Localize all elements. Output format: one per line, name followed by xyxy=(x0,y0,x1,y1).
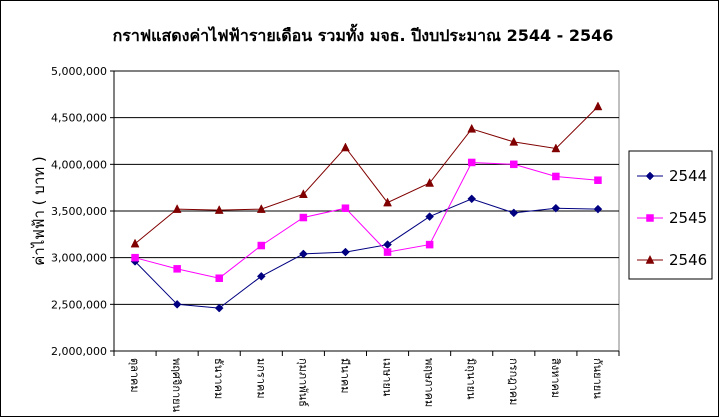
data-point-2545 xyxy=(425,240,434,249)
x-tick-label: เมษายน xyxy=(381,358,394,397)
y-tick-label: 3,500,000 xyxy=(51,205,107,218)
data-point-2546 xyxy=(214,205,224,214)
legend-marker xyxy=(645,171,655,181)
x-tick-label: กันยายน xyxy=(591,358,604,399)
data-point-2545 xyxy=(257,241,266,250)
data-point-2546 xyxy=(256,204,266,213)
x-tick-label: มกราคม xyxy=(254,358,267,399)
data-point-2545 xyxy=(552,172,560,181)
x-tick-label: มิถุนายน xyxy=(465,358,478,400)
x-tick-label: ธันวาคม xyxy=(212,358,225,399)
data-point-2546 xyxy=(172,204,182,213)
data-point-2546 xyxy=(467,123,477,133)
data-point-2545 xyxy=(594,176,602,184)
data-point-2546 xyxy=(593,101,603,111)
legend-label: 2544 xyxy=(669,167,707,185)
x-tick-label: สิงหาคม xyxy=(549,358,562,398)
x-tick-label: กุมภาพันธ์ xyxy=(296,358,309,407)
series-line-2544 xyxy=(134,198,599,309)
y-tick-label: 4,000,000 xyxy=(51,158,107,171)
x-tick-label: ตุลาคม xyxy=(128,358,141,393)
data-point-2544 xyxy=(425,212,434,221)
data-point-2545 xyxy=(341,204,350,212)
series-line-2545 xyxy=(134,161,599,279)
data-point-2545 xyxy=(173,265,181,273)
x-tick-label: พฤษภาคม xyxy=(423,358,436,407)
data-point-2545 xyxy=(131,253,139,262)
data-point-2544 xyxy=(467,194,477,204)
data-point-2546 xyxy=(298,189,308,198)
data-point-2544 xyxy=(172,299,182,309)
y-tick-label: 2,500,000 xyxy=(51,298,107,311)
legend: 2544 2545 2546 xyxy=(628,150,713,280)
data-point-2544 xyxy=(341,247,350,257)
data-point-2544 xyxy=(214,303,224,313)
y-axis-label: ค่าไฟฟ้า ( บาท ) xyxy=(30,156,48,266)
x-tick-label: มีนาคม xyxy=(338,358,351,394)
data-point-2544 xyxy=(256,271,266,281)
series-line-2546 xyxy=(134,106,599,245)
data-point-2546 xyxy=(341,142,350,152)
plot-area: 2,000,000 2,500,000 3,000,000 3,500,000 4,00… xyxy=(51,65,620,413)
y-tick-label: 4,500,000 xyxy=(51,112,107,125)
data-point-2544 xyxy=(299,249,308,259)
data-point-2546 xyxy=(383,197,392,207)
legend-box xyxy=(628,150,713,280)
data-point-2545 xyxy=(510,160,518,169)
y-tick-label: 3,000,000 xyxy=(51,252,107,265)
data-point-2544 xyxy=(551,203,561,213)
legend-label: 2545 xyxy=(669,209,707,227)
data-point-2545 xyxy=(383,248,392,256)
data-point-2546 xyxy=(425,177,435,187)
data-point-2545 xyxy=(299,213,308,222)
data-point-2546 xyxy=(551,143,561,153)
legend-marker xyxy=(646,214,654,222)
data-point-2545 xyxy=(215,274,223,282)
data-point-2546 xyxy=(509,136,519,146)
data-point-2544 xyxy=(593,204,603,214)
data-point-2544 xyxy=(509,208,519,218)
x-tick-label: พฤศจิกายน xyxy=(170,358,183,413)
legend-marker xyxy=(645,254,655,264)
chart-title: กราฟแสดงค่าไฟฟ้ารายเดือน รวมทั้ง มจธ. ปี… xyxy=(113,23,614,45)
data-point-2545 xyxy=(467,158,476,167)
y-tick-label: 5,000,000 xyxy=(51,65,107,78)
x-tick-label: กรกฎาคม xyxy=(507,358,520,405)
y-tick-label: 2,000,000 xyxy=(51,345,107,358)
legend-label: 2546 xyxy=(669,251,707,269)
data-point-2546 xyxy=(130,238,140,248)
